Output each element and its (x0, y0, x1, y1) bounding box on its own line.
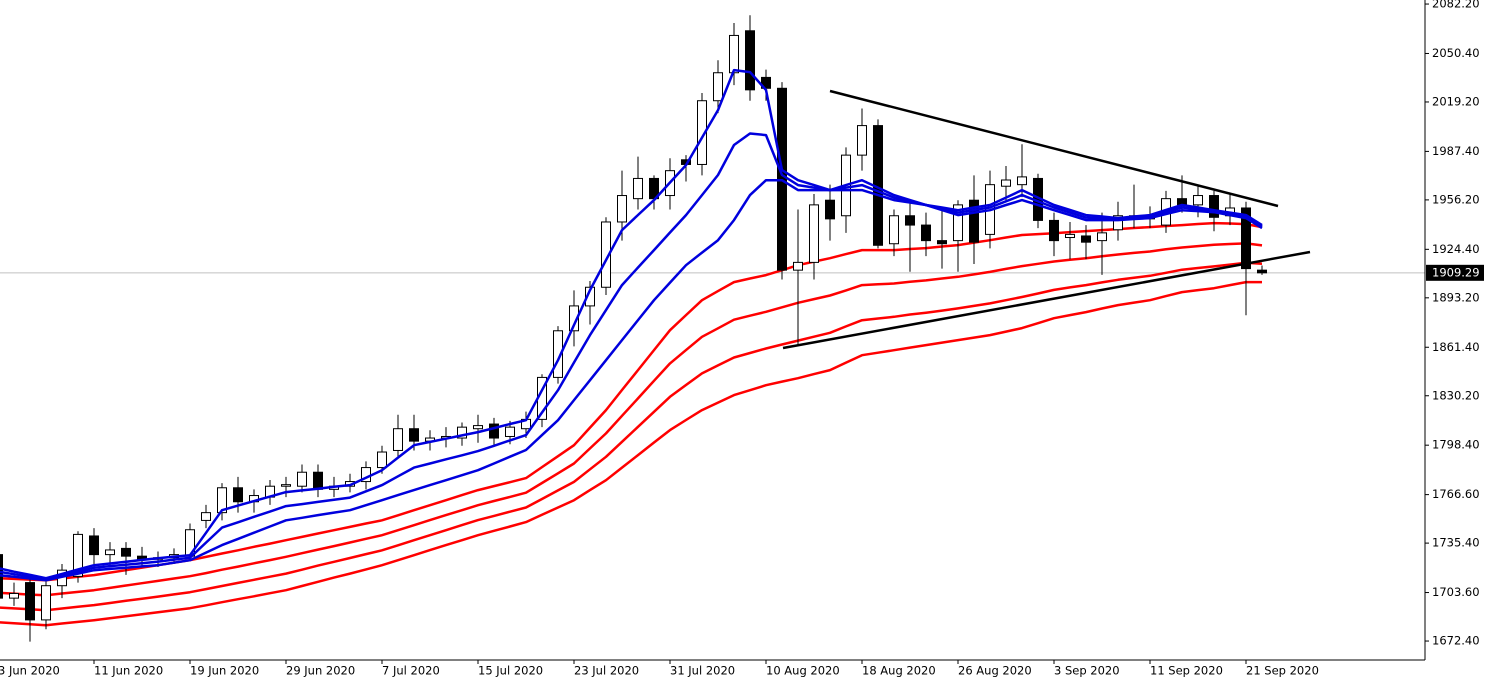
candle-body (713, 72, 723, 102)
candle-body (1193, 195, 1203, 206)
candle-body (569, 305, 579, 332)
y-tick-label: 1672.40 (1432, 634, 1480, 648)
candle-body (1097, 232, 1107, 242)
candle-body (1113, 215, 1123, 231)
x-tick-label: 19 Jun 2020 (190, 664, 259, 678)
candle-body (1209, 195, 1219, 218)
candle-body (697, 100, 707, 165)
x-tick-label: 29 Jun 2020 (286, 664, 355, 678)
candle-body (233, 487, 243, 503)
candle-body (729, 34, 739, 74)
candle-body (25, 582, 35, 621)
candle-body (489, 423, 499, 439)
candle-body (1065, 233, 1075, 239)
candle-body (969, 199, 979, 243)
candle-body (889, 215, 899, 245)
x-tick-label: 23 Jul 2020 (574, 664, 639, 678)
candle-body (73, 533, 83, 577)
candle-body (217, 487, 227, 514)
candle-body (297, 471, 307, 487)
x-tick-label: 11 Sep 2020 (1150, 664, 1223, 678)
x-tick-label: 3 Jun 2020 (0, 664, 60, 678)
candle-body (825, 199, 835, 220)
last-price-label: 1909.29 (1432, 265, 1480, 279)
x-tick-label: 11 Jun 2020 (94, 664, 163, 678)
y-tick-label: 2019.20 (1432, 94, 1480, 108)
y-tick-label: 1924.40 (1432, 242, 1480, 256)
x-tick-label: 15 Jul 2020 (478, 664, 543, 678)
ma-line (0, 280, 1262, 627)
candle-body (201, 512, 211, 521)
ma-line (0, 178, 1263, 582)
candle-body (953, 204, 963, 242)
candle-body (809, 204, 819, 263)
candle-body (1017, 176, 1027, 186)
x-tick-label: 3 Sep 2020 (1054, 664, 1120, 678)
y-tick-label: 1956.20 (1432, 192, 1480, 206)
y-tick-label: 1830.20 (1432, 388, 1480, 402)
candle-body (633, 177, 643, 200)
candle-body (473, 425, 483, 430)
candle-body (585, 286, 595, 307)
candle-body (409, 428, 419, 442)
candle-body (745, 30, 755, 91)
y-tick-label: 1735.40 (1432, 536, 1480, 550)
y-tick-label: 2082.20 (1432, 0, 1480, 11)
candle-body (393, 428, 403, 451)
candle-body (1081, 235, 1091, 243)
trendlines (782, 89, 1311, 350)
y-tick-label: 1861.40 (1432, 340, 1480, 354)
y-tick-label: 1798.40 (1432, 438, 1480, 452)
candle-body (921, 224, 931, 242)
candle-body (9, 592, 19, 599)
candle-body (313, 471, 323, 490)
candle-body (457, 426, 467, 439)
candle-body (601, 221, 611, 288)
ma-line (0, 261, 1263, 612)
x-tick-label: 21 Sep 2020 (1246, 664, 1319, 678)
y-tick-label: 1893.20 (1432, 290, 1480, 304)
y-tick-label: 1987.40 (1432, 144, 1480, 158)
trendline (782, 250, 1311, 350)
candle-body (793, 261, 803, 271)
candle-body (1049, 219, 1059, 242)
last-price-box (1426, 264, 1484, 281)
ma-line (0, 132, 1263, 581)
trendline (829, 89, 1279, 208)
y-tick-label: 1703.60 (1432, 585, 1480, 599)
candle-body (89, 535, 99, 556)
candle-body (617, 195, 627, 223)
candle-body (281, 484, 291, 487)
candle-body (1001, 179, 1011, 187)
plot-area (0, 15, 1425, 642)
x-tick-label: 10 Aug 2020 (766, 664, 840, 678)
y-tick-label: 2050.40 (1432, 46, 1480, 60)
x-tick-label: 18 Aug 2020 (862, 664, 936, 678)
candle-body (505, 426, 515, 437)
candle-body (121, 547, 131, 557)
ma-line (0, 242, 1263, 597)
x-tick-label: 26 Aug 2020 (958, 664, 1032, 678)
x-tick-label: 31 Jul 2020 (670, 664, 735, 678)
candle-body (553, 330, 563, 378)
y-tick-label: 1766.60 (1432, 487, 1480, 501)
candle-body (1257, 269, 1267, 274)
candle-body (1241, 207, 1251, 270)
candle-body (857, 125, 867, 156)
candle-body (905, 215, 915, 226)
candle-body (41, 585, 51, 621)
candle-body (377, 451, 387, 469)
x-tick-label: 7 Jul 2020 (382, 664, 440, 678)
candle-body (105, 549, 115, 556)
ma-line (0, 68, 1263, 580)
candle-body (937, 240, 947, 245)
